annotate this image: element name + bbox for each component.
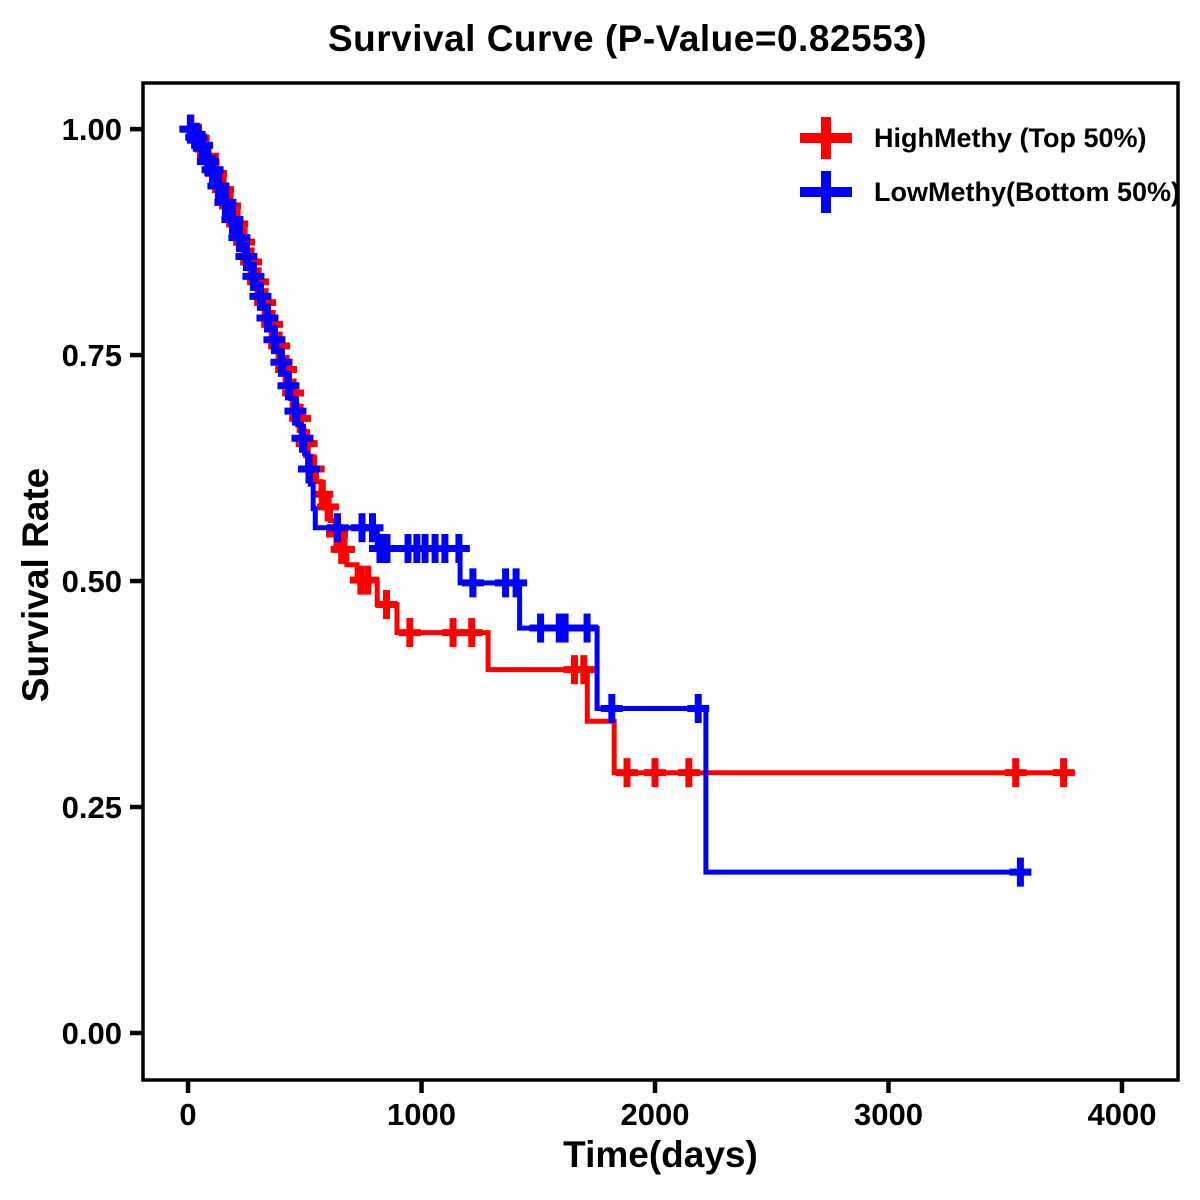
legend-label-lowmethy: LowMethy(Bottom 50%) (874, 176, 1180, 207)
x-axis-tick-label: 0 (179, 1097, 196, 1132)
highmethy-plus-marker-icon (800, 117, 852, 159)
survival-curve-0 (188, 126, 1076, 776)
legend-label-highmethy: HighMethy (Top 50%) (874, 122, 1147, 153)
x-axis-tick-label: 3000 (854, 1097, 923, 1132)
plot-border (141, 81, 1180, 1082)
legend-item-lowmethy: LowMethy(Bottom 50%) (795, 166, 1180, 218)
survival-curve-1 (188, 126, 1031, 875)
y-axis-tick-label: 0.75 (62, 338, 122, 373)
y-axis-label: Survival Rate (15, 467, 56, 703)
y-axis-tick-label: 0.25 (62, 790, 122, 825)
legend-item-highmethy: HighMethy (Top 50%) (795, 112, 1180, 164)
x-axis-tick-label: 1000 (387, 1097, 456, 1132)
x-axis-tick-label: 4000 (1087, 1097, 1156, 1132)
y-axis-tick-label: 1.00 (62, 112, 122, 147)
y-axis-tick-label: 0.00 (62, 1016, 122, 1051)
chart-title: Survival Curve (P-Value=0.82553) (327, 18, 928, 59)
lowmethy-plus-marker-icon (800, 171, 852, 213)
legend: HighMethy (Top 50%) LowMethy(Bottom 50%) (795, 112, 1180, 220)
x-axis-label: Time(days) (563, 1134, 758, 1175)
x-axis-tick-label: 2000 (621, 1097, 690, 1132)
y-axis-tick-label: 0.50 (62, 564, 122, 599)
